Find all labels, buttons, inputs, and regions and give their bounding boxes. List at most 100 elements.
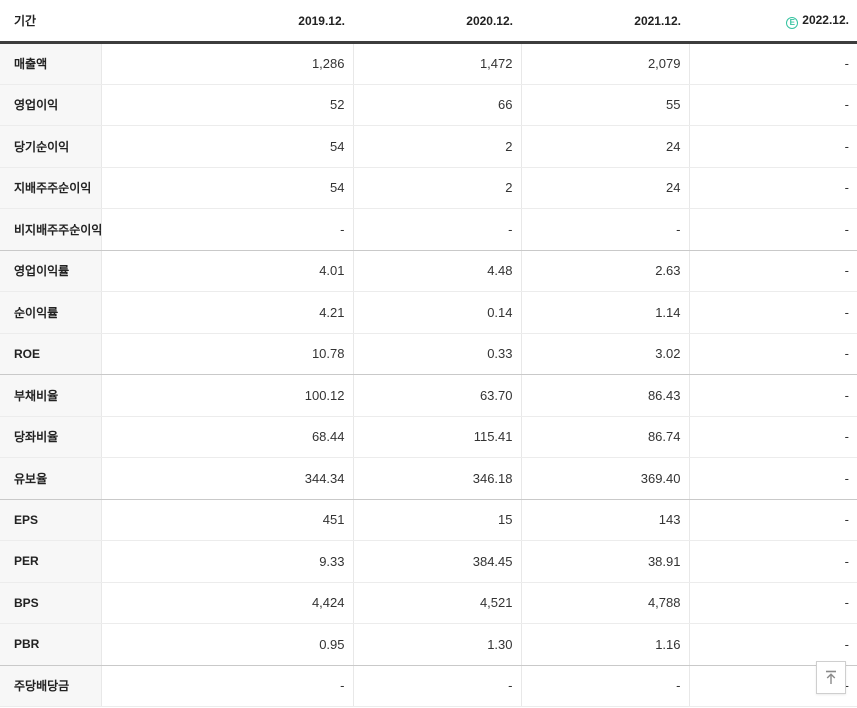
- table-row: EPS 451 15 143 -: [0, 499, 857, 541]
- cell-2022: -: [689, 84, 857, 126]
- row-label: 당기순이익: [0, 125, 102, 168]
- cell-2022: -: [689, 374, 857, 417]
- cell-2021: 55: [521, 84, 690, 126]
- cell-2019: 54: [101, 125, 354, 168]
- table-row: 매출액 1,286 1,472 2,079 -: [0, 42, 857, 85]
- row-label: EPS: [0, 499, 102, 541]
- cell-2022: -: [689, 623, 857, 666]
- cell-2020: -: [353, 665, 522, 707]
- cell-2019: 451: [101, 499, 354, 541]
- cell-2020: 4.48: [353, 250, 522, 292]
- cell-2022: -: [689, 167, 857, 209]
- cell-2021: 38.91: [521, 540, 690, 583]
- cell-2019: 4.01: [101, 250, 354, 292]
- period-header: 기간: [0, 0, 101, 44]
- row-label: PBR: [0, 623, 102, 666]
- cell-2022: -: [689, 125, 857, 168]
- table-row: 부채비율 100.12 63.70 86.43 -: [0, 374, 857, 417]
- cell-2021: -: [521, 665, 690, 707]
- column-header-2022-estimate: E 2022.12.: [689, 0, 857, 44]
- cell-2022: -: [689, 250, 857, 292]
- cell-2019: 54: [101, 167, 354, 209]
- table-row: PER 9.33 384.45 38.91 -: [0, 540, 857, 583]
- cell-2022: -: [689, 540, 857, 583]
- cell-2021: -: [521, 208, 690, 251]
- table-row: 유보율 344.34 346.18 369.40 -: [0, 457, 857, 500]
- table-row: 당좌비율 68.44 115.41 86.74 -: [0, 416, 857, 458]
- cell-2020: 1.30: [353, 623, 522, 666]
- row-label: BPS: [0, 582, 102, 624]
- cell-2022: -: [689, 457, 857, 500]
- cell-2019: 10.78: [101, 333, 354, 375]
- cell-2021: 86.43: [521, 374, 690, 417]
- cell-2019: 52: [101, 84, 354, 126]
- cell-2020: 1,472: [353, 42, 522, 85]
- row-label: 부채비율: [0, 374, 102, 417]
- cell-2020: 63.70: [353, 374, 522, 417]
- cell-2021: 24: [521, 167, 690, 209]
- cell-2019: 344.34: [101, 457, 354, 500]
- cell-2019: -: [101, 208, 354, 251]
- cell-2022: -: [689, 333, 857, 375]
- cell-2021: 4,788: [521, 582, 690, 624]
- cell-2019: 4,424: [101, 582, 354, 624]
- cell-2022: -: [689, 42, 857, 85]
- cell-2020: 15: [353, 499, 522, 541]
- cell-2022: -: [689, 208, 857, 251]
- cell-2020: 0.14: [353, 291, 522, 334]
- cell-2021: 86.74: [521, 416, 690, 458]
- cell-2021: 1.14: [521, 291, 690, 334]
- table-row: 주당배당금 - - - -: [0, 665, 857, 707]
- cell-2020: 346.18: [353, 457, 522, 500]
- table-row: ROE 10.78 0.33 3.02 -: [0, 333, 857, 375]
- row-label: PER: [0, 540, 102, 583]
- table-row: 순이익률 4.21 0.14 1.14 -: [0, 291, 857, 334]
- cell-2019: 0.95: [101, 623, 354, 666]
- row-label: 당좌비율: [0, 416, 102, 458]
- cell-2020: 384.45: [353, 540, 522, 583]
- cell-2020: 115.41: [353, 416, 522, 458]
- cell-2019: 4.21: [101, 291, 354, 334]
- row-label: 지배주주순이익: [0, 167, 102, 209]
- row-label: 주당배당금: [0, 665, 102, 707]
- cell-2020: 2: [353, 125, 522, 168]
- cell-2020: 4,521: [353, 582, 522, 624]
- cell-2020: 2: [353, 167, 522, 209]
- table-row: PBR 0.95 1.30 1.16 -: [0, 623, 857, 666]
- cell-2019: 1,286: [101, 42, 354, 85]
- row-label: 순이익률: [0, 291, 102, 334]
- cell-2019: 9.33: [101, 540, 354, 583]
- estimate-icon: E: [786, 16, 799, 29]
- table-row: 지배주주순이익 54 2 24 -: [0, 167, 857, 209]
- cell-2022: -: [689, 291, 857, 334]
- cell-2022: -: [689, 582, 857, 624]
- row-label: 영업이익: [0, 84, 102, 126]
- period-header-label: 기간: [14, 14, 37, 28]
- cell-2020: 0.33: [353, 333, 522, 375]
- column-header-2019: 2019.12.: [101, 0, 353, 44]
- row-label: 비지배주주순이익: [0, 208, 102, 251]
- row-label: 매출액: [0, 42, 102, 85]
- scroll-to-top-button[interactable]: [816, 661, 846, 694]
- cell-2021: 24: [521, 125, 690, 168]
- table-row: BPS 4,424 4,521 4,788 -: [0, 582, 857, 624]
- cell-2019: 100.12: [101, 374, 354, 417]
- column-header-2021: 2021.12.: [521, 0, 689, 44]
- cell-2021: 369.40: [521, 457, 690, 500]
- cell-2021: 2.63: [521, 250, 690, 292]
- row-label: 영업이익률: [0, 250, 102, 292]
- row-label: ROE: [0, 333, 102, 375]
- table-row: 영업이익 52 66 55 -: [0, 84, 857, 126]
- cell-2019: 68.44: [101, 416, 354, 458]
- cell-2021: 143: [521, 499, 690, 541]
- table-header-row: 기간 2019.12. 2020.12. 2021.12. E 2022.12.: [0, 0, 857, 44]
- row-label: 유보율: [0, 457, 102, 500]
- table-row: 당기순이익 54 2 24 -: [0, 125, 857, 168]
- cell-2019: -: [101, 665, 354, 707]
- cell-2021: 3.02: [521, 333, 690, 375]
- cell-2020: -: [353, 208, 522, 251]
- table-row: 영업이익률 4.01 4.48 2.63 -: [0, 250, 857, 292]
- cell-2020: 66: [353, 84, 522, 126]
